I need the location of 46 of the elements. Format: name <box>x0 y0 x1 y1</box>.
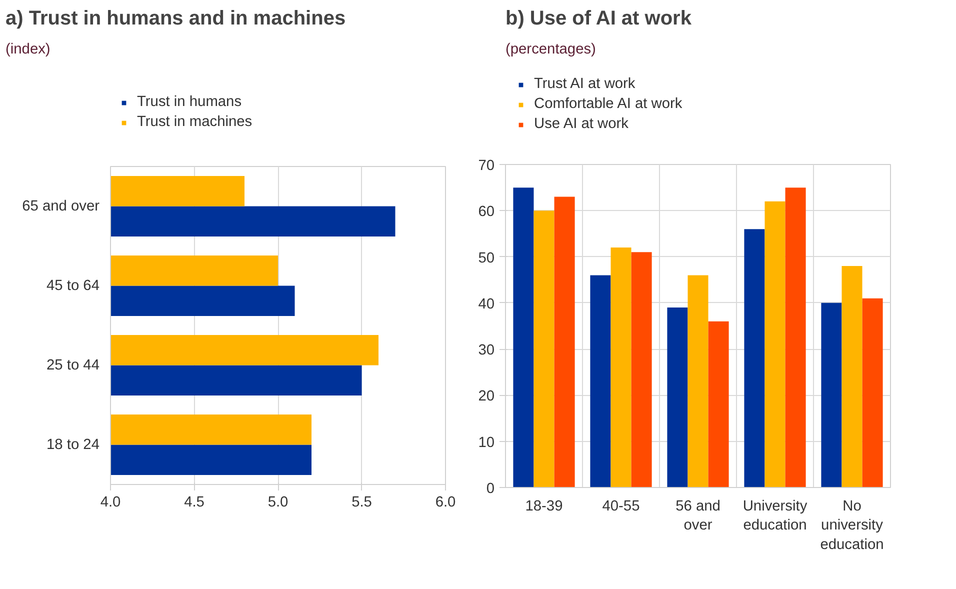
y-tick-label: 20 <box>478 388 495 405</box>
x-tick-label: 6.0 <box>435 494 456 510</box>
bar <box>744 229 765 488</box>
x-tick-label: 40-55 <box>602 498 640 514</box>
legend-label: Trust AI at work <box>534 76 636 92</box>
y-tick-label: 30 <box>478 342 495 359</box>
bar <box>688 275 708 488</box>
x-tick-label: 5.5 <box>352 494 372 510</box>
x-tick-label: 56 and over <box>676 498 720 534</box>
legend-label: Use AI at work <box>534 116 628 132</box>
x-tick-label: 18-39 <box>525 498 563 514</box>
chart-title: b) Use of AI at work <box>506 8 692 30</box>
x-tick-label: No university education <box>820 498 884 553</box>
bar <box>513 188 534 488</box>
y-tick-label: 18 to 24 <box>46 436 100 453</box>
bar <box>842 266 862 488</box>
legend-label: Comfortable AI at work <box>534 96 682 112</box>
bar <box>610 248 632 488</box>
bar <box>631 252 652 488</box>
legend-label: Trust in machines <box>137 114 252 130</box>
bar <box>554 196 575 488</box>
y-tick-label: 40 <box>478 296 495 312</box>
legend-label: Trust in humans <box>137 94 242 110</box>
bar <box>821 302 842 488</box>
y-tick-label: 25 to 44 <box>46 357 100 374</box>
chart-title: a) Trust in humans and in machines <box>6 8 346 30</box>
bar <box>764 201 786 488</box>
y-tick-label: 60 <box>478 204 495 220</box>
chart-subtitle: (percentages) <box>506 42 596 58</box>
bar <box>534 210 554 488</box>
x-tick-label: 4.0 <box>100 494 121 510</box>
x-tick-label: University education <box>742 498 808 534</box>
y-tick-label: 65 and over <box>22 198 100 214</box>
y-tick-label: 45 to 64 <box>46 278 100 294</box>
y-tick-label: 70 <box>478 158 495 174</box>
y-tick-label: 50 <box>478 250 495 266</box>
x-tick-label: 5.0 <box>268 494 288 510</box>
y-tick-label: 10 <box>478 434 495 451</box>
bar <box>590 275 611 488</box>
bar <box>708 321 729 488</box>
x-tick-label: 4.5 <box>184 494 204 510</box>
chart-subtitle: (index) <box>6 42 50 58</box>
bar <box>667 308 688 488</box>
y-tick-label: 0 <box>486 481 495 497</box>
bar <box>785 188 806 488</box>
bar <box>862 298 883 488</box>
